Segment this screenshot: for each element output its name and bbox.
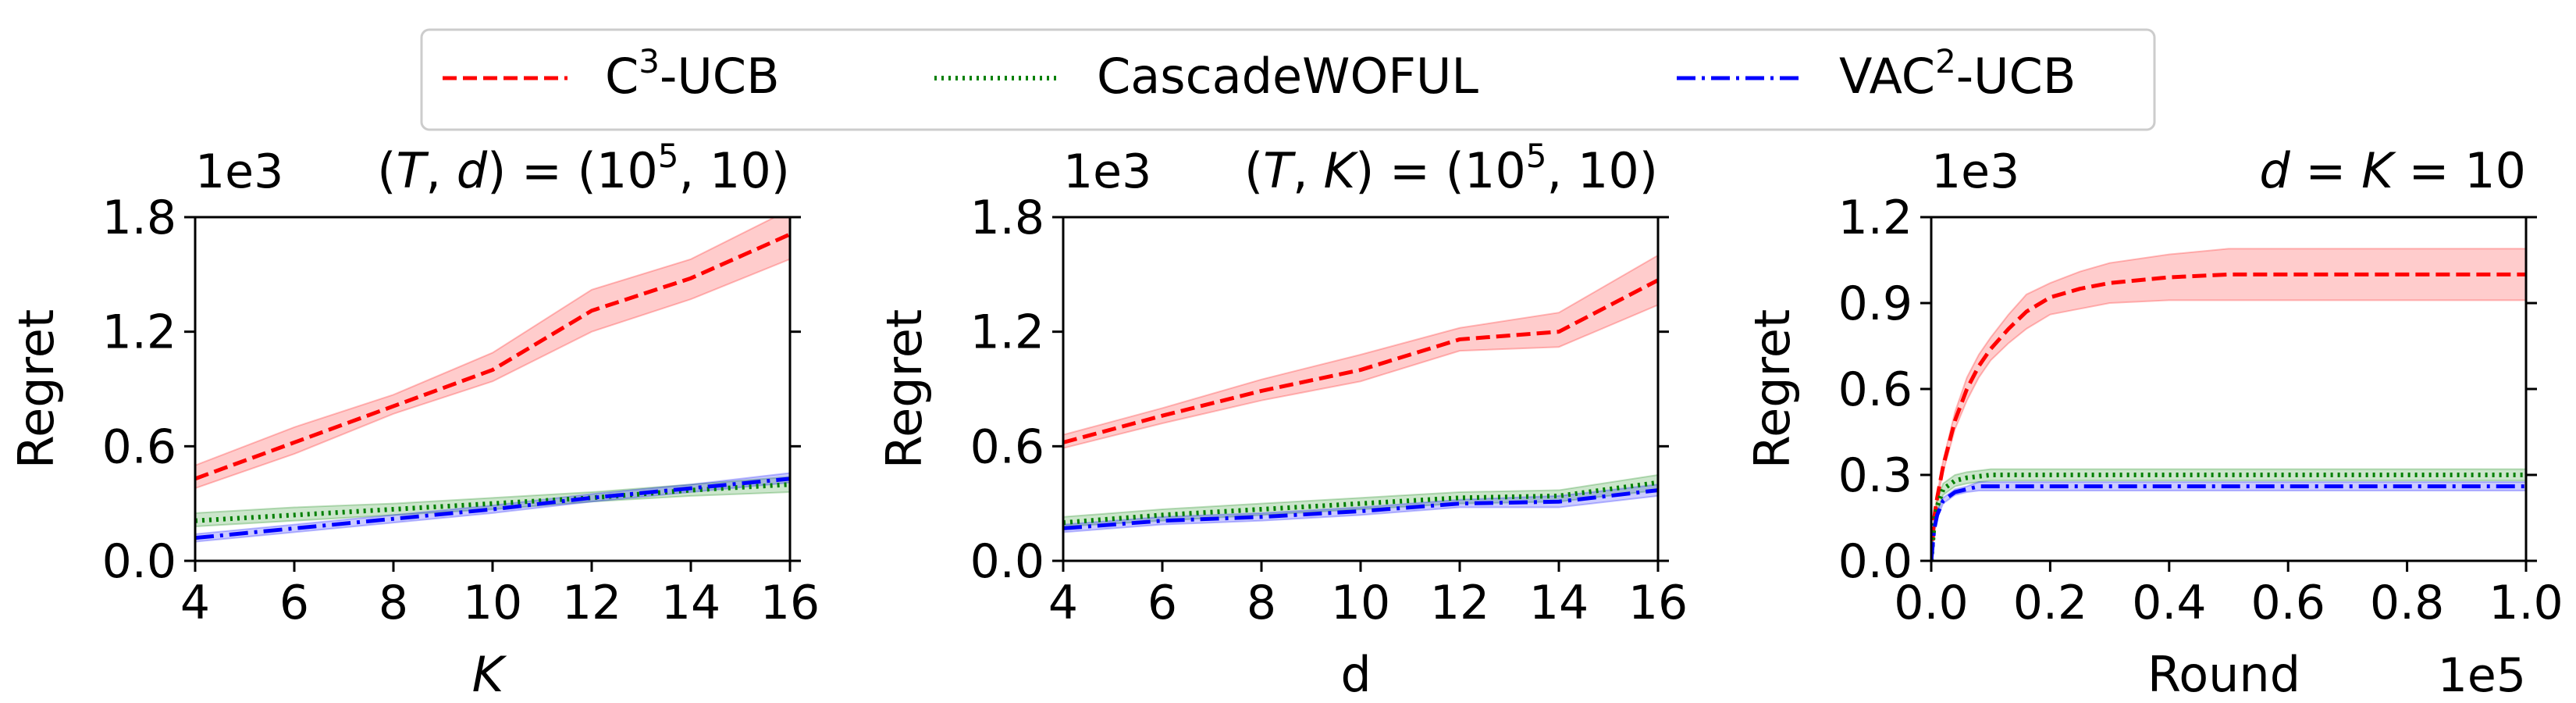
y-axis-label-2: Regret [876, 309, 933, 469]
x-axis-label-3: Round [2147, 646, 2300, 703]
chart-panel-2: 4 6 8 10 12 14 16 0.0 0.6 1.2 1.8 1e3 (T, K) = (10… [876, 137, 1688, 703]
y-tick-label-2-0: 0.0 [970, 534, 1044, 589]
y-tick-label-2-2: 1.2 [970, 305, 1044, 360]
plot-layer-1: 4 6 8 10 12 14 16 0.0 0.6 1.2 1.8 [102, 191, 820, 630]
x-tick-label-1-6: 16 [760, 576, 820, 630]
band-vac2ucb-3 [1931, 481, 2526, 561]
legend-label-cascadewoful: CascadeWOFUL [1097, 48, 1478, 105]
y-tick-label-1-2: 1.2 [102, 305, 176, 360]
plot-area-1 [195, 217, 790, 543]
x-axis-label-1: K [472, 646, 507, 703]
x-tick-label-2-5: 14 [1529, 576, 1589, 630]
x-tick-label-2-3: 10 [1331, 576, 1390, 630]
plot-layer-2: 4 6 8 10 12 14 16 0.0 0.6 1.2 1.8 [970, 191, 1688, 630]
x-tick-label-1-3: 10 [463, 576, 522, 630]
x-tick-label-2-4: 12 [1430, 576, 1489, 630]
series-line-c3ucb-3 [1931, 272, 2526, 561]
plot-area-2 [1063, 254, 1658, 533]
plot-area-3 [1931, 248, 2526, 561]
y-tick-label-3-3: 0.9 [1838, 277, 1912, 331]
chart-title-1: (T, d) = (105, 10) [377, 137, 790, 199]
y-tick-label-3-4: 1.2 [1838, 191, 1912, 245]
series-line-cascadewoful-1 [195, 482, 790, 523]
series-line-vac2ucb-2 [1063, 488, 1658, 530]
chart-title-2: (T, K) = (105, 10) [1244, 137, 1658, 199]
band-c3ucb-3 [1931, 248, 2526, 561]
series-line-vac2ucb-1 [195, 476, 790, 541]
x-tick-label-3-5: 1.0 [2489, 576, 2563, 630]
x-tick-label-2-2: 8 [1247, 576, 1276, 630]
x-tick-label-1-4: 12 [562, 576, 621, 630]
y-offset-label-2: 1e3 [1063, 145, 1151, 199]
y-tick-label-2-1: 0.6 [970, 419, 1044, 474]
chart-panel-1: 4 6 8 10 12 14 16 0.0 0.6 1.2 1.8 1e3 (T, d) = (10… [8, 137, 820, 703]
legend-label-vac2ucb: VAC2-UCB [1839, 42, 2076, 105]
y-tick-label-3-1: 0.3 [1838, 448, 1912, 503]
series-line-cascadewoful-2 [1063, 480, 1658, 526]
y-offset-label-3: 1e3 [1931, 145, 2019, 199]
y-offset-label-1: 1e3 [195, 145, 283, 199]
x-tick-label-3-0: 0.0 [1894, 576, 1968, 630]
series-line-c3ucb-2 [1063, 278, 1658, 444]
legend: C3-UCB CascadeWOFUL VAC2-UCB [420, 28, 2156, 131]
band-c3ucb-1 [195, 217, 790, 490]
x-tick-label-1-0: 4 [180, 576, 210, 630]
y-axis-label-3: Regret [1744, 309, 1801, 469]
x-axis-label-2: d [1340, 646, 1371, 703]
y-tick-label-1-3: 1.8 [102, 191, 176, 245]
series-line-cascadewoful-3 [1931, 473, 2526, 561]
chart-title-3: d = K = 10 [2259, 142, 2526, 199]
x-tick-label-2-0: 4 [1048, 576, 1078, 630]
y-tick-label-1-0: 0.0 [102, 534, 176, 589]
series-line-vac2ucb-3 [1931, 484, 2526, 561]
x-offset-label-3: 1e5 [2438, 648, 2526, 703]
x-tick-label-1-1: 6 [279, 576, 309, 630]
legend-frame [420, 28, 2156, 131]
y-tick-label-2-3: 1.8 [970, 191, 1044, 245]
plot-layer-3: 0.0 0.2 0.4 0.6 0.8 1.0 0.0 0.3 0.6 0.9 1.2 [1838, 191, 2564, 630]
x-tick-label-2-1: 6 [1147, 576, 1177, 630]
chart-panel-3: 0.0 0.2 0.4 0.6 0.8 1.0 0.0 0.3 0.6 0.9 1.2 1e3 d … [1744, 142, 2564, 703]
x-tick-label-3-4: 0.8 [2370, 576, 2444, 630]
y-axis-label-1: Regret [8, 309, 65, 469]
x-tick-label-3-2: 0.4 [2132, 576, 2206, 630]
legend-label-c3ucb: C3-UCB [605, 42, 780, 105]
x-tick-label-1-5: 14 [661, 576, 720, 630]
x-tick-label-1-2: 8 [379, 576, 408, 630]
x-tick-label-3-3: 0.6 [2250, 576, 2325, 630]
y-tick-label-3-0: 0.0 [1838, 534, 1912, 589]
x-tick-label-3-1: 0.2 [2013, 576, 2087, 630]
band-c3ucb-2 [1063, 254, 1658, 449]
band-cascadewoful-3 [1931, 468, 2526, 561]
x-tick-label-2-6: 16 [1628, 576, 1688, 630]
y-tick-label-3-2: 0.6 [1838, 362, 1912, 417]
series-line-c3ucb-1 [195, 232, 790, 481]
y-tick-label-1-1: 0.6 [102, 419, 176, 474]
